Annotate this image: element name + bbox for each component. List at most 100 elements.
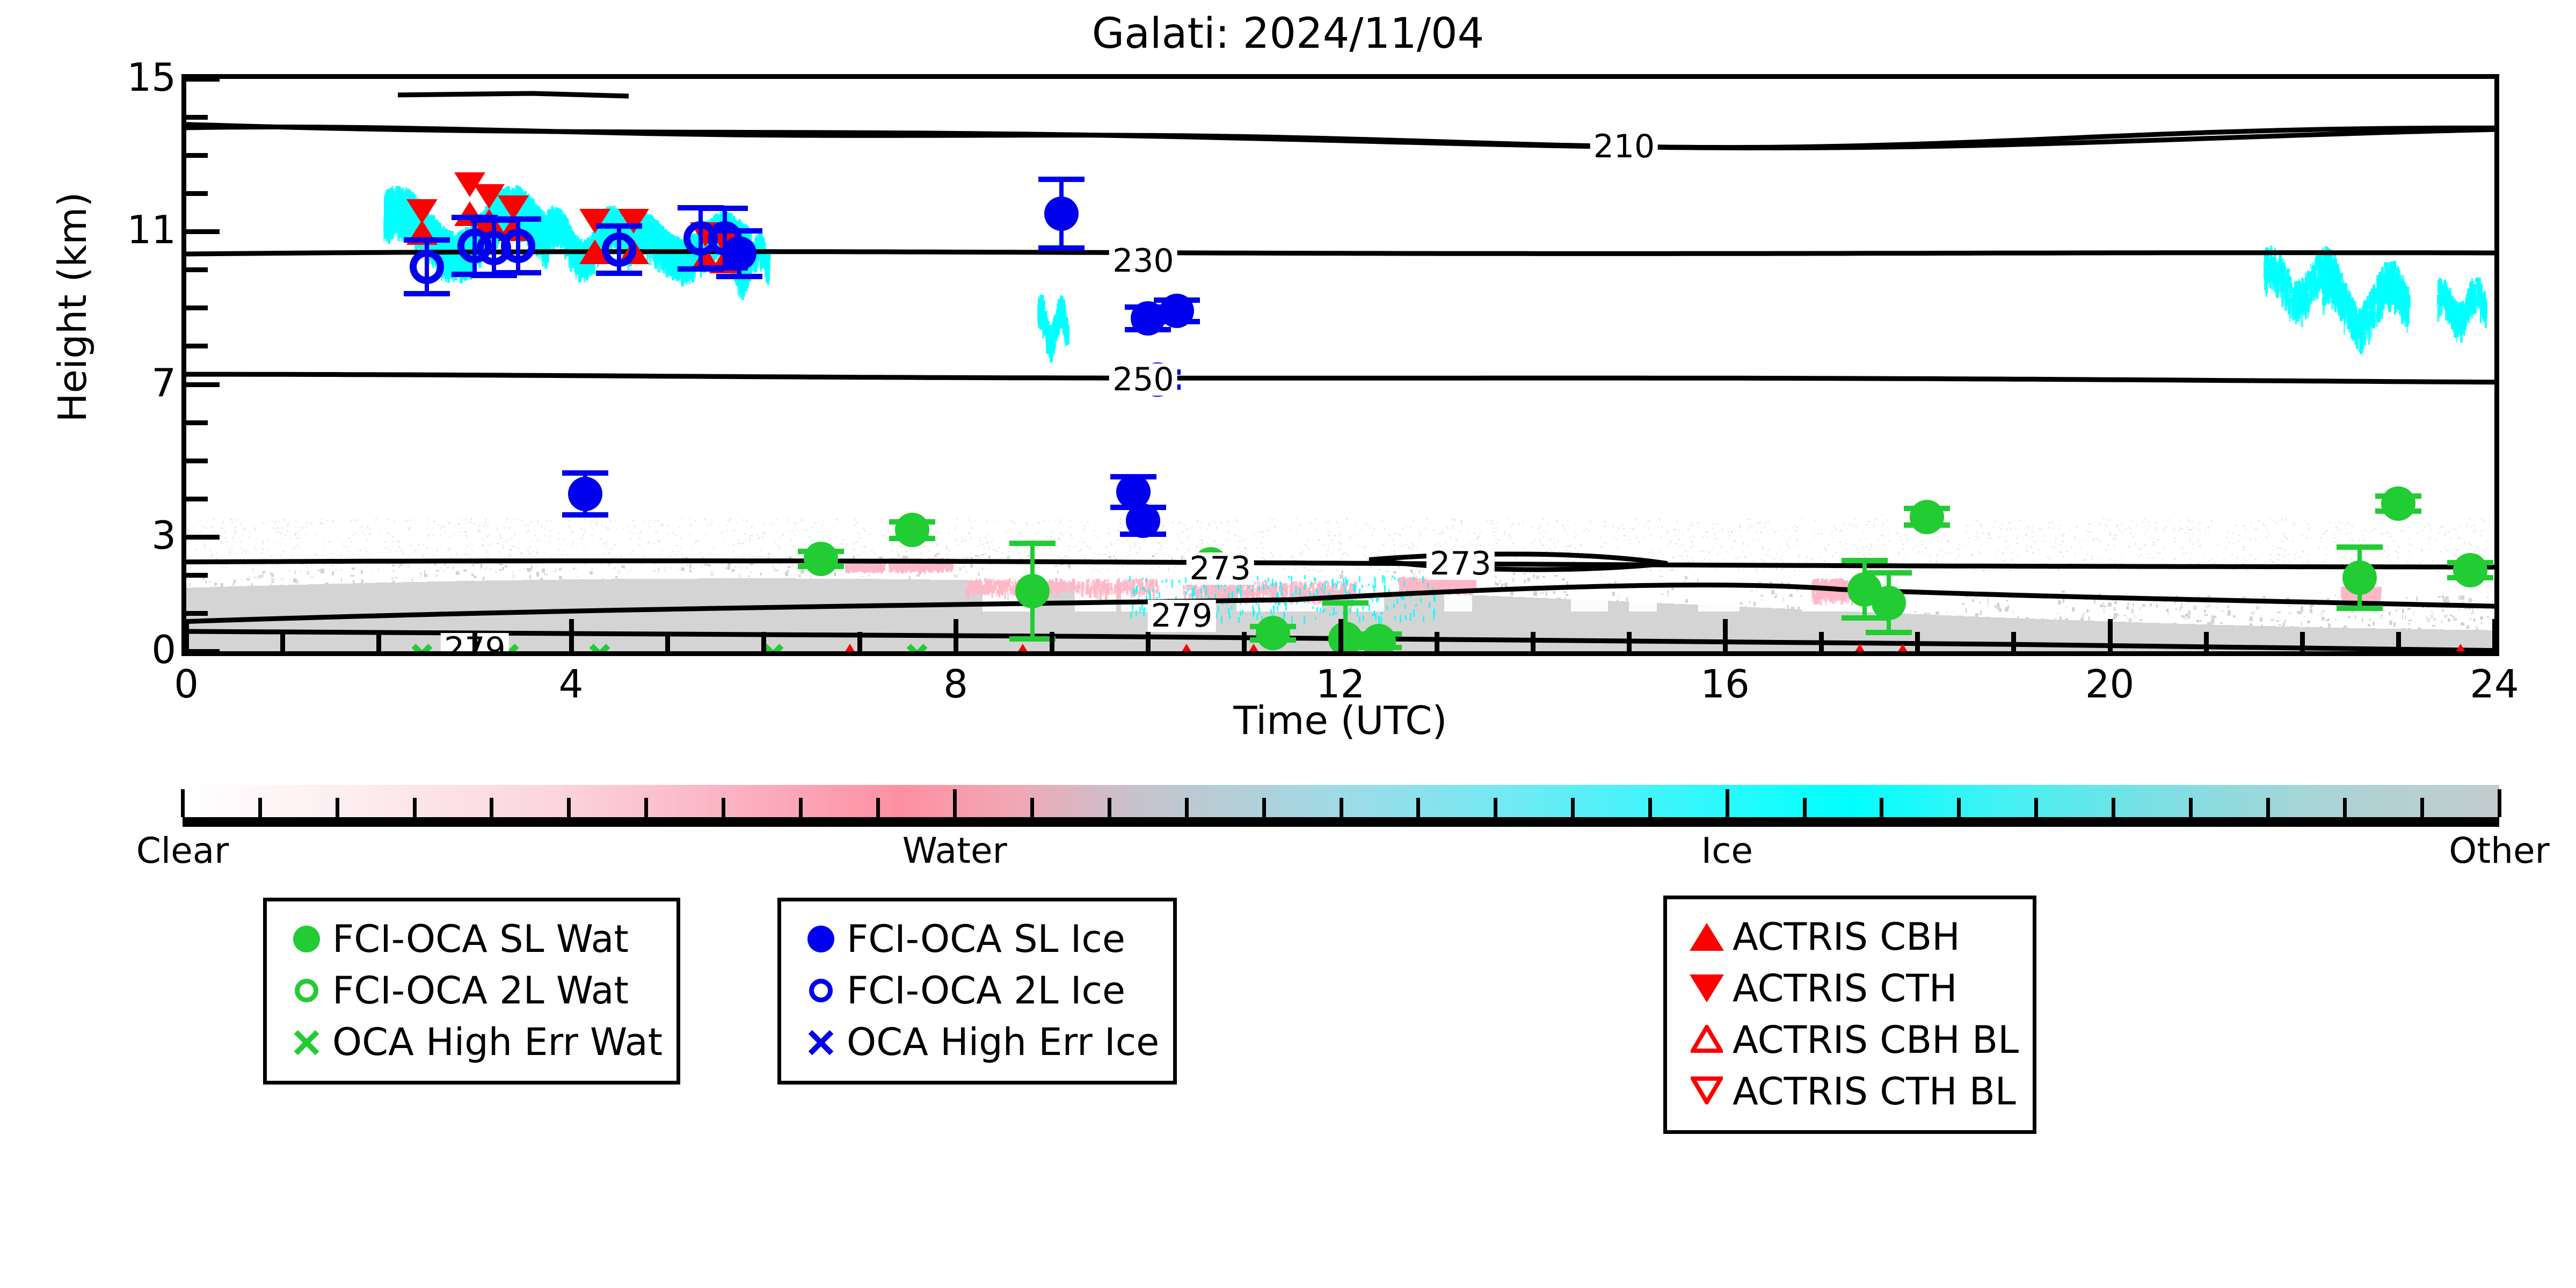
cross-icon — [795, 1027, 847, 1057]
colorbar-tick — [181, 789, 185, 817]
contour-label: 250 — [1109, 363, 1177, 396]
x-tick-minor — [1050, 632, 1055, 651]
x-tick-major — [2492, 619, 2494, 651]
error-bar-cap — [1865, 629, 1912, 635]
legend-item[interactable]: OCA High Err Ice — [795, 1016, 1159, 1068]
legend-item-label: ACTRIS CTH BL — [1733, 1073, 2016, 1110]
colorbar-tick — [567, 798, 571, 817]
colorbar-tick — [1571, 798, 1575, 817]
x-tick-label: 24 — [2414, 661, 2575, 707]
x-tick-label: 12 — [1260, 661, 1421, 707]
x-tick-minor — [2300, 632, 2305, 651]
legend-item[interactable]: ACTRIS CTH — [1681, 963, 2019, 1014]
y-tick-major — [186, 79, 220, 82]
legend-item[interactable]: OCA High Err Wat — [281, 1016, 663, 1068]
y-tick-minor — [186, 458, 208, 463]
x-tick-minor — [1242, 632, 1247, 651]
marker-filled-circle — [1044, 196, 1079, 231]
ice-legend: FCI-OCA SL Ice FCI-OCA 2L Ice OCA High Err… — [777, 898, 1177, 1085]
x-tick-minor — [2396, 632, 2401, 651]
x-tick-minor — [1626, 632, 1632, 651]
marker-filled-triangle-down — [406, 199, 438, 224]
error-bar-cap — [1322, 600, 1369, 606]
legend-item-label: FCI-OCA 2L Ice — [847, 972, 1125, 1009]
x-tick-label: 16 — [1644, 661, 1806, 707]
marker-cross — [905, 642, 929, 651]
x-tick-label: 4 — [491, 661, 652, 707]
legend-item-label: FCI-OCA 2L Wat — [332, 972, 629, 1009]
error-bar-cap — [471, 217, 518, 223]
contour-label: 279 — [1147, 600, 1216, 632]
error-bar-cap — [562, 512, 609, 518]
legend-item[interactable]: FCI-OCA 2L Wat — [281, 965, 663, 1016]
x-axis-label: Time (UTC) — [181, 698, 2499, 743]
error-bar-cap — [702, 265, 748, 271]
colorbar-label: Clear — [70, 830, 295, 871]
legend-item-label: ACTRIS CTH — [1733, 970, 1958, 1007]
x-tick-major — [1723, 619, 1728, 651]
open-circle-icon — [281, 979, 332, 1002]
marker-open-circle — [409, 250, 444, 285]
marker-filled-triangle-down — [579, 208, 611, 234]
y-tick-minor — [186, 572, 208, 578]
x-tick-minor — [280, 632, 286, 651]
y-tick-minor — [186, 191, 208, 197]
marker-filled-circle — [1362, 623, 1396, 651]
colorbar-tick — [258, 798, 262, 817]
contour-label: 210 — [1590, 130, 1658, 163]
y-tick-label: 3 — [15, 513, 176, 558]
marker-filled-triangle-up — [2451, 644, 2470, 651]
y-tick-minor — [186, 267, 208, 273]
x-tick-label: 20 — [2029, 661, 2191, 707]
marker-filled-circle — [804, 541, 839, 576]
colorbar-tick — [876, 798, 880, 817]
marker-filled-triangle-up — [1177, 644, 1196, 651]
marker-filled-circle — [1871, 585, 1906, 620]
filled-circle-icon — [281, 926, 332, 952]
colorbar-tick — [1339, 798, 1343, 817]
marker-filled-triangle-down — [617, 208, 649, 234]
error-bar-cap — [1038, 176, 1085, 182]
marker-filled-circle — [1126, 503, 1161, 538]
x-tick-minor — [857, 632, 862, 651]
legend-item-label: OCA High Err Wat — [332, 1023, 663, 1061]
marker-filled-circle — [1015, 574, 1050, 609]
marker-filled-circle — [1160, 293, 1195, 328]
error-bar-cap — [2337, 606, 2383, 612]
y-tick-minor — [186, 305, 208, 311]
colorbar-axis — [183, 817, 2499, 827]
marker-filled-triangle-up — [841, 644, 859, 651]
x-tick-minor — [2011, 632, 2017, 651]
legend-item[interactable]: FCI-OCA SL Wat — [281, 913, 663, 965]
legend-item[interactable]: ACTRIS CTH BL — [1681, 1066, 2019, 1117]
y-tick-label: 0 — [15, 627, 176, 672]
colorbar-tick — [1184, 798, 1189, 817]
y-tick-label: 15 — [15, 55, 176, 100]
legend-item[interactable]: ACTRIS CBH — [1681, 911, 2019, 963]
colorbar-tick — [2266, 798, 2270, 817]
legend-item[interactable]: FCI-OCA SL Ice — [795, 913, 1159, 965]
colorbar-tick — [1802, 798, 1807, 817]
colorbar-tick — [1494, 798, 1498, 817]
y-tick-minor — [186, 153, 208, 158]
legend-item[interactable]: ACTRIS CBH BL — [1681, 1014, 2019, 1066]
water-legend: FCI-OCA SL Wat FCI-OCA 2L Wat OCA High Err… — [263, 898, 681, 1085]
error-bar-cap — [452, 214, 498, 220]
filled-circle-icon — [795, 926, 847, 952]
legend-item-label: ACTRIS CBH — [1733, 918, 1960, 956]
marker-filled-circle — [1328, 622, 1363, 651]
triangle-up-outline-icon — [1681, 1023, 1733, 1055]
marker-filled-circle — [2342, 561, 2377, 595]
marker-filled-circle — [895, 513, 930, 548]
colorbar-tick — [2343, 798, 2347, 817]
x-tick-major — [954, 619, 958, 651]
x-tick-minor — [2203, 632, 2209, 651]
legend-item[interactable]: FCI-OCA 2L Ice — [795, 965, 1159, 1016]
x-tick-minor — [1530, 632, 1536, 651]
error-bar-cap — [716, 228, 762, 234]
y-tick-minor — [186, 344, 208, 349]
colorbar-tick — [2420, 798, 2425, 817]
marker-filled-circle — [722, 236, 756, 271]
error-bar-cap — [1865, 570, 1912, 576]
